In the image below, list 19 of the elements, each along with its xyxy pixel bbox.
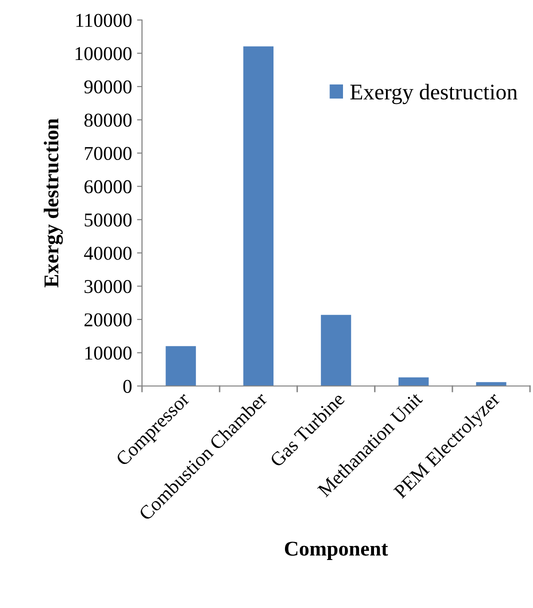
legend-label: Exergy destruction xyxy=(350,84,518,104)
y-tick-label: 0 xyxy=(123,380,132,393)
bar xyxy=(242,46,274,386)
y-tick-label: 100000 xyxy=(76,47,132,60)
bar xyxy=(320,314,352,386)
y-tick-label: 70000 xyxy=(84,146,132,160)
y-tick-label: 80000 xyxy=(84,114,132,127)
y-axis-title: Exergy destruction xyxy=(44,118,63,288)
y-tick-label: 50000 xyxy=(84,213,132,227)
y-tick-label: 40000 xyxy=(84,246,132,260)
x-axis-title: Component xyxy=(284,542,388,560)
y-tick-label: 110000 xyxy=(76,14,132,27)
bar xyxy=(164,345,197,386)
y-tick-label: 10000 xyxy=(85,346,132,360)
y-tick-label: 60000 xyxy=(84,180,132,194)
y-tick-label: 30000 xyxy=(84,280,132,294)
y-tick-label: 90000 xyxy=(84,80,132,94)
y-tick-label: 20000 xyxy=(84,313,132,326)
bar xyxy=(398,376,430,386)
